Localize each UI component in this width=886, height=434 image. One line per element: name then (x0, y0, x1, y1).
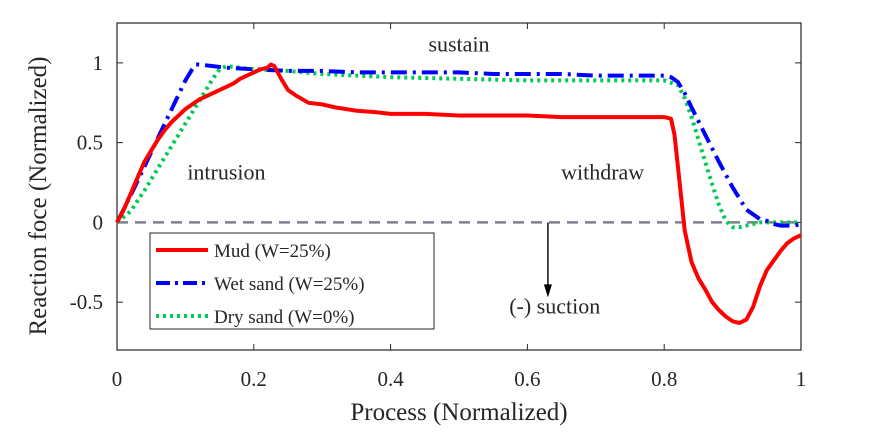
legend-label-dry-sand: Dry sand (W=0%) (214, 307, 355, 328)
x-tick-label: 0.8 (651, 367, 677, 391)
annotation-layer: sustain intrusion withdraw (-) suction (187, 32, 644, 319)
x-tick-label: 0.2 (241, 367, 267, 391)
series-layer (115, 62, 802, 325)
annotation-suction: (-) suction (509, 293, 600, 318)
annotation-intrusion: intrusion (187, 159, 265, 184)
annotation-withdraw: withdraw (561, 159, 644, 184)
y-axis-ticks: -0.5 0 0.5 1 (70, 51, 801, 314)
legend: Mud (W=25%) Wet sand (W=25%) Dry sand (W… (149, 232, 435, 330)
series-line-dry-sand-w-0 (115, 64, 801, 230)
series-line-mud-w-25 (115, 62, 802, 325)
x-tick-label: 0.4 (377, 367, 404, 391)
x-axis-label: Process (Normalized) (350, 399, 567, 426)
x-axis-ticks: 0 0.2 0.4 0.6 0.8 1 (112, 23, 807, 391)
y-tick-label: 0 (93, 210, 104, 234)
series-line-wet-sand-w-25 (115, 62, 802, 228)
legend-label-mud: Mud (W=25%) (214, 241, 331, 262)
annotation-sustain: sustain (428, 32, 489, 57)
suction-arrow-head (543, 284, 552, 298)
x-tick-label: 0 (112, 367, 123, 391)
x-tick-label: 1 (796, 367, 807, 391)
x-tick-label: 0.6 (514, 367, 540, 391)
y-tick-label: 1 (93, 51, 104, 75)
legend-label-wet-sand: Wet sand (W=25%) (214, 274, 365, 295)
y-tick-label: 0.5 (77, 131, 103, 155)
y-axis-label: Reaction foce (Normalized) (25, 56, 52, 335)
y-tick-label: -0.5 (70, 290, 103, 314)
